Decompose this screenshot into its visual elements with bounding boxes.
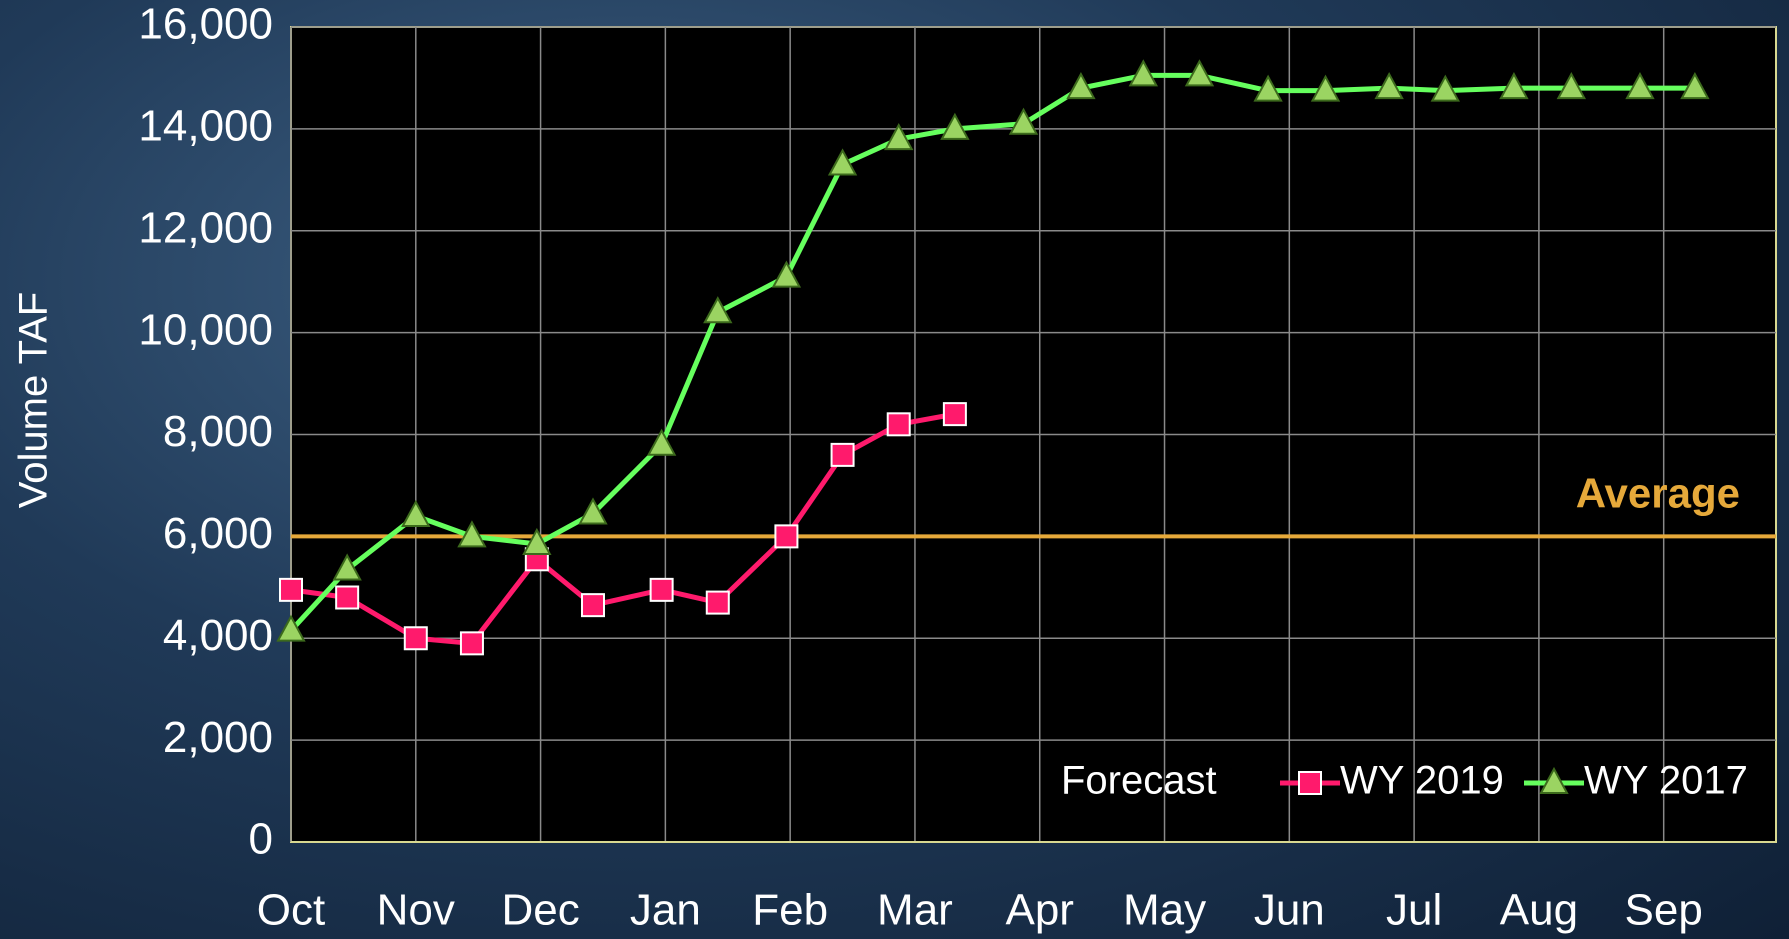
- data-point: [884, 122, 914, 151]
- x-tick-label: Aug: [1500, 886, 1578, 935]
- data-point: [1008, 107, 1039, 135]
- y-tick-label: 16,000: [138, 0, 273, 49]
- data-point: [1499, 72, 1529, 100]
- x-tick-label: Dec: [501, 886, 579, 935]
- data-point: [522, 527, 552, 556]
- y-tick-label: 4,000: [163, 611, 273, 660]
- y-tick-label: 12,000: [138, 203, 273, 252]
- data-point: [332, 553, 362, 581]
- y-tick-label: 10,000: [138, 305, 273, 354]
- y-tick-label: 0: [249, 815, 273, 864]
- y-tick-label: 2,000: [163, 713, 273, 762]
- data-point: [703, 296, 733, 324]
- data-point: [886, 412, 911, 437]
- data-point: [771, 260, 802, 288]
- legend-marker: [1539, 766, 1569, 794]
- data-point: [1066, 72, 1096, 100]
- data-point: [1680, 72, 1710, 100]
- x-tick-label: Mar: [877, 886, 953, 935]
- y-tick-label: 6,000: [163, 509, 273, 558]
- data-point: [580, 593, 605, 618]
- data-point: [649, 577, 674, 602]
- legend-label: WY 2019: [1340, 759, 1504, 803]
- series-line: [289, 72, 1695, 633]
- data-point: [1430, 74, 1460, 102]
- data-point: [774, 524, 799, 549]
- data-point: [401, 499, 431, 527]
- x-tick-label: May: [1123, 886, 1206, 935]
- x-tick-label: Oct: [257, 886, 325, 935]
- data-point: [276, 614, 306, 642]
- data-point: [940, 112, 970, 140]
- data-point: [459, 631, 484, 656]
- data-point: [457, 520, 487, 548]
- y-tick-label: 14,000: [138, 102, 273, 151]
- data-point: [403, 626, 428, 651]
- x-tick-label: Jul: [1386, 886, 1442, 935]
- data-point: [830, 442, 855, 467]
- data-point: [942, 402, 967, 427]
- data-point: [279, 577, 303, 602]
- data-point: [1310, 74, 1341, 102]
- data-point: [705, 590, 730, 615]
- reference-label: Average: [1576, 469, 1740, 516]
- x-tick-label: Sep: [1625, 886, 1703, 935]
- y-tick-label: 8,000: [163, 407, 273, 456]
- data-point: [1625, 72, 1655, 100]
- data-point: [1184, 59, 1215, 87]
- x-tick-label: Nov: [377, 886, 455, 935]
- y-axis-label: Volume TAF: [12, 292, 56, 508]
- legend-marker: [1298, 771, 1322, 795]
- x-tick-label: Feb: [752, 886, 828, 935]
- data-point: [646, 428, 677, 456]
- legend-title: Forecast: [1061, 759, 1217, 803]
- data-point: [1556, 72, 1587, 100]
- data-point: [578, 497, 608, 525]
- data-point: [1374, 72, 1404, 100]
- x-tick-label: Apr: [1005, 886, 1073, 935]
- x-tick-label: Jun: [1254, 886, 1325, 935]
- x-tick-label: Jan: [630, 886, 701, 935]
- data-point: [1253, 74, 1283, 102]
- legend-label: WY 2017: [1584, 759, 1748, 803]
- data-point: [335, 585, 360, 610]
- data-point: [1128, 59, 1158, 87]
- data-point: [827, 148, 858, 176]
